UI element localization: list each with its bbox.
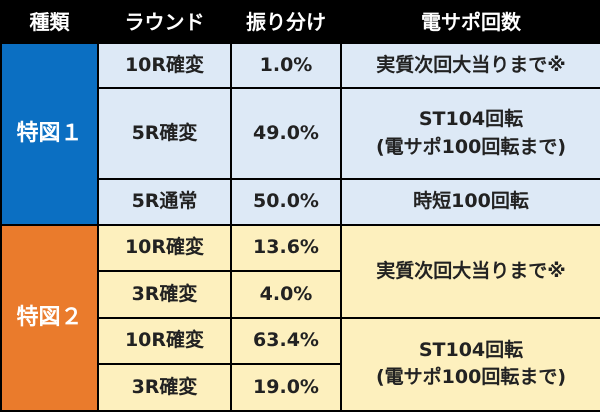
table-row: 特図２ 10R確変 13.6% 実質次回大当りまで※ <box>0 223 600 412</box>
support-cell: 実質次回大当りまで※ <box>340 223 600 319</box>
support-cell: 実質次回大当りまで※ <box>340 41 600 90</box>
support-cell: ST104回転 (電サポ100回転まで) <box>340 316 600 412</box>
share-cell: 49.0% <box>230 87 342 181</box>
round-cell: 10R確変 <box>97 41 232 90</box>
round-cell: 10R確変 <box>97 316 232 366</box>
table-row: 3R確変 4.0% <box>1 270 600 319</box>
share-cell: 63.4% <box>230 316 342 366</box>
share-cell: 19.0% <box>230 363 342 412</box>
share-cell: 50.0% <box>230 178 342 226</box>
table-row: 5R通常 50.0% 時短100回転 <box>1 178 600 226</box>
round-cell: 3R確変 <box>97 270 232 319</box>
header-type: 種類 <box>0 0 99 44</box>
round-cell: 5R確変 <box>97 87 232 181</box>
round-cell: 5R通常 <box>97 178 232 226</box>
table-row: 3R確変 19.0% <box>1 363 600 412</box>
round-cell: 3R確変 <box>97 363 232 412</box>
table-row: 5R確変 49.0% ST104回転 (電サポ100回転まで) <box>1 87 600 181</box>
header-row: 種類 ラウンド 振り分け 電サポ回数 <box>0 0 600 44</box>
table-row: 10R確変 63.4% ST104回転 (電サポ100回転まで) <box>1 316 600 412</box>
group2-label: 特図２ <box>0 223 99 412</box>
support-cell: 時短100回転 <box>340 178 600 226</box>
share-cell: 4.0% <box>230 270 342 319</box>
header-support: 電サポ回数 <box>340 0 600 44</box>
support-cell: ST104回転 (電サポ100回転まで) <box>340 87 600 181</box>
round-cell: 10R確変 <box>97 223 232 273</box>
header-share: 振り分け <box>230 0 342 44</box>
share-cell: 13.6% <box>230 223 342 273</box>
table-row: 特図１ 10R確変 1.0% 実質次回大当りまで※ <box>0 41 600 226</box>
header-round: ラウンド <box>97 0 232 44</box>
share-cell: 1.0% <box>230 41 342 90</box>
group1-label: 特図１ <box>0 42 99 226</box>
